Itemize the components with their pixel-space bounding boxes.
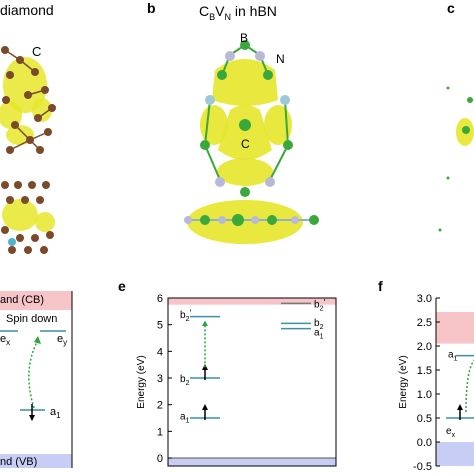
y-tick-label-f: -0.5 <box>413 461 432 473</box>
label-a1-up: a1 <box>314 327 324 340</box>
label-b2prime-up: b2' <box>314 297 325 312</box>
y-tick-label: 0 <box>157 453 163 465</box>
axes-frame <box>167 297 337 467</box>
title-sub-b: B <box>209 11 216 22</box>
ey-label: ey <box>57 333 67 347</box>
label-b2prime-up-sub: 2 <box>320 305 324 312</box>
label-a1-up-sub: 1 <box>320 333 324 340</box>
panel-f-label: f <box>378 278 383 294</box>
title-sub-n: N <box>224 11 231 22</box>
y-tick-label: 2 <box>157 400 163 412</box>
vb-band <box>168 458 336 466</box>
panel-d-diagram <box>0 291 73 468</box>
label-b2prime-down-prime: ' <box>189 308 191 318</box>
chart-f: 3.0 2.5 2.0 1.5 1.0 0.5 0.0 -0.5 Energy (eV) a1 ex <box>398 293 474 473</box>
y-tick-label-f: 0.5 <box>417 413 432 425</box>
ex-label: ex <box>0 333 10 347</box>
label-b2: b2 <box>180 374 190 387</box>
spin-down-label: Spin down <box>6 313 58 325</box>
atom-label-n: N <box>276 52 285 66</box>
title-c: C <box>199 3 210 19</box>
atom-label-c: C <box>241 137 250 151</box>
cb-label: and (CB) <box>0 294 45 306</box>
spin-arrow-head-f <box>457 404 463 410</box>
ey-e: e <box>57 333 64 345</box>
panel-a-title: diamond <box>0 2 54 18</box>
cb-band-f <box>436 312 474 344</box>
title-in-hbn: in hBN <box>230 3 277 19</box>
excitation-arrow-head <box>202 320 208 326</box>
ex-e: e <box>0 333 7 345</box>
label-b2-up-sub: 2 <box>320 324 324 331</box>
title-v: V <box>215 3 225 19</box>
panel-b-label: b <box>147 0 156 16</box>
spin-arrow-head <box>202 404 208 410</box>
y-tick-label: 4 <box>157 346 163 358</box>
label-b2prime-down-sub: 2 <box>186 316 190 323</box>
y-tick-label: 1 <box>157 426 163 438</box>
hbn-structure-top <box>200 40 293 197</box>
vb-band-f <box>436 442 474 466</box>
label-b2prime-down: b2' <box>180 308 191 323</box>
panel-c-label: c <box>447 0 455 16</box>
y-tick-label-f: 0.0 <box>417 437 432 449</box>
label-a1: a1 <box>180 411 190 424</box>
panel-c-structure <box>438 86 474 232</box>
excitation-arrow-f <box>465 359 474 413</box>
panel-e-label: e <box>118 278 126 294</box>
label-ex-f: ex <box>446 426 456 439</box>
ey-sub: y <box>63 338 68 348</box>
a1-a: a <box>50 406 57 418</box>
panel-b-title: CBVN in hBN <box>199 3 277 22</box>
y-tick-label-f: 1.0 <box>417 389 432 401</box>
vb-label: nd (VB) <box>0 456 38 468</box>
hbn-structure-side <box>184 200 319 244</box>
y-tick-label-f: 2.5 <box>417 317 432 329</box>
y-tick-label-f: 1.5 <box>417 365 432 377</box>
label-a1-f-sub: 1 <box>454 356 458 363</box>
diamond-structure-bottom <box>1 181 55 254</box>
y-tick-label-f: 2.0 <box>417 341 432 353</box>
y-tick-label: 3 <box>157 373 163 385</box>
ex-sub: x <box>6 338 11 348</box>
cb-band <box>168 298 336 305</box>
label-ex-f-sub: x <box>452 432 456 439</box>
y-axis-label-f: Energy (eV) <box>398 355 409 408</box>
y-axis-label: Energy (eV) <box>136 355 147 408</box>
label-a1-sub: 1 <box>186 417 190 424</box>
a1-label-d: a1 <box>50 406 61 420</box>
a1-sub: 1 <box>56 411 61 421</box>
y-tick-label-f: 3.0 <box>417 293 432 305</box>
label-a1-f: a1 <box>448 350 458 363</box>
diamond-structure-top <box>0 46 56 154</box>
label-b2-sub: 2 <box>186 380 190 387</box>
y-tick-label: 5 <box>157 320 163 332</box>
y-tick-label: 6 <box>157 293 163 305</box>
label-b2-up: b2 <box>314 318 324 331</box>
atom-label-b: B <box>240 31 249 45</box>
atom-label-c-diamond: C <box>32 44 42 59</box>
label-b2prime-up-prime: ' <box>323 297 325 307</box>
